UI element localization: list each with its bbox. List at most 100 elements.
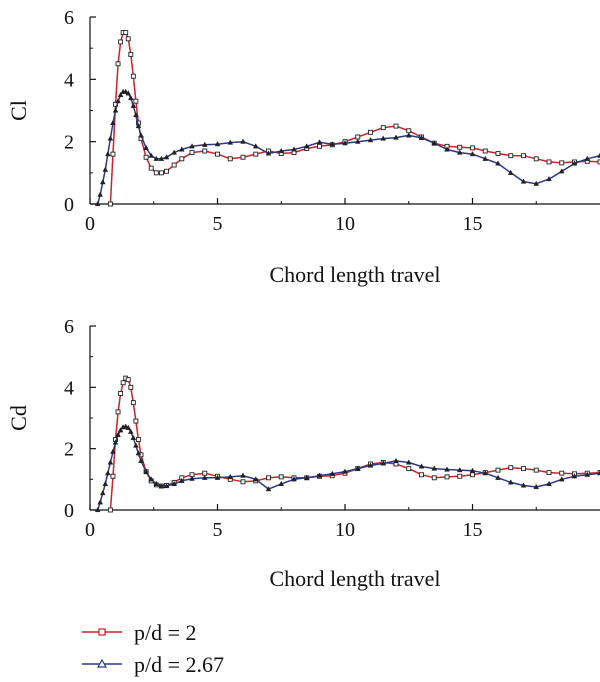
y-tick-label: 4 [64,69,74,91]
x-axis-label: Chord length travel [269,262,440,287]
data-point [202,470,208,476]
data-point [171,149,177,155]
data-point [130,434,137,440]
data-point [240,154,246,160]
data-point [153,155,160,161]
data-point [419,472,424,478]
data-point [107,459,114,465]
data-point [354,138,361,144]
data-point [164,168,169,174]
legend-label-p-d-2: p/d = 2 [134,620,197,645]
data-point [115,98,121,104]
data-point [143,468,149,474]
data-point [135,122,142,129]
data-point [508,153,514,159]
data-point [380,135,387,141]
data-point [178,477,185,483]
data-point [406,128,412,134]
data-point [558,168,565,174]
data-point [148,165,154,171]
data-point [571,473,578,479]
data-point [112,439,119,445]
data-point [158,482,165,489]
legend-item-p-d-2-67: p/d = 2.67 [82,652,224,677]
data-point [380,460,387,466]
data-point [533,180,540,186]
data-point [520,178,527,184]
data-point [584,155,591,161]
data-point [215,151,220,157]
data-point [94,506,101,513]
y-tick-label: 6 [64,316,74,338]
data-point [278,474,284,480]
data-point [457,473,463,479]
data-point [127,94,134,101]
data-point [546,159,552,165]
data-point [127,428,134,434]
x-tick-label: 0 [85,213,95,235]
data-point [171,162,177,168]
data-point [107,507,113,513]
data-point [135,437,141,442]
data-point [558,476,565,482]
data-point [431,465,438,471]
data-point [393,457,399,463]
data-point [469,467,476,473]
series-0 [107,375,600,513]
data-point [99,490,106,496]
data-point [110,119,116,126]
data-point [158,170,164,176]
data-point [368,129,373,135]
data-point [329,141,336,147]
data-point [444,146,450,152]
series-1 [94,88,600,207]
data-point [138,457,144,463]
data-point [240,472,246,478]
data-point [115,431,121,437]
data-point [130,73,136,79]
data-point [148,476,155,482]
x-tick-label: 5 [213,213,223,235]
data-point [189,475,195,481]
data-point [214,474,221,480]
data-point [107,201,113,207]
data-point [227,156,233,162]
data-point [125,377,131,383]
data-point [125,424,132,430]
data-point [521,466,526,472]
data-point [227,473,234,479]
data-point [571,160,578,166]
data-point [329,470,336,476]
data-point [97,499,104,505]
data-point [597,470,600,476]
data-point [240,138,246,144]
data-point [153,480,160,486]
series-line [96,91,600,205]
data-point [105,151,111,157]
data-point [115,61,121,67]
data-point [158,155,165,161]
data-point [120,380,126,386]
x-tick-label: 5 [213,519,223,541]
x-tick-label: 15 [463,519,483,541]
data-point [354,465,361,471]
data-point [133,442,139,448]
data-point [457,144,463,150]
data-point [521,153,526,159]
data-point [597,152,600,158]
data-point [482,470,489,476]
data-point [133,418,139,424]
data-point [125,36,131,42]
data-point [470,472,475,478]
x-tick-label: 15 [463,213,483,235]
data-point [99,179,106,185]
y-axis-label: Cd [6,405,31,431]
cl-chart: 0 2 4 6 0 5 10 15 Chord length travel Cl [6,7,600,287]
data-point [559,160,565,166]
data-point [189,150,195,156]
x-tick-label: 10 [335,519,355,541]
data-point [128,384,134,390]
data-point [123,30,129,36]
data-point [102,480,109,486]
